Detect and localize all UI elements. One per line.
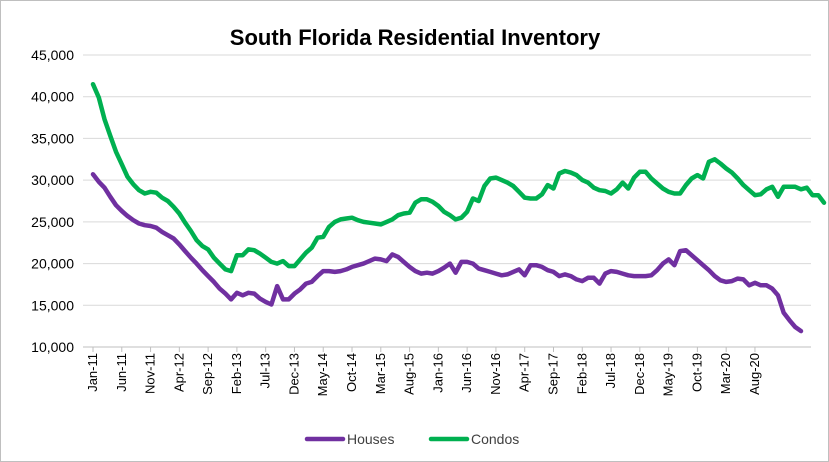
- x-tick-label: Oct-14: [344, 353, 359, 392]
- series-lines: [90, 81, 827, 334]
- y-tick-label: 15,000: [31, 297, 74, 313]
- x-axis: Jan-11 Jun-11 Nov-11 Apr-12 Sep-12 Feb-13 Jul-…: [83, 346, 811, 396]
- legend-label-houses: Houses: [347, 431, 394, 447]
- y-axis: 10,000 15,000 20,000 25,000 30,000 35,000 40,0…: [31, 47, 74, 355]
- x-tick-label: Apr-17: [517, 353, 532, 392]
- gridlines: [83, 54, 811, 348]
- x-tick-label: Dec-18: [632, 353, 647, 395]
- x-tick-label: Jun-16: [459, 353, 474, 393]
- x-tick-label: Jul-18: [603, 353, 618, 388]
- x-tick-label: Nov-11: [143, 353, 158, 394]
- x-tick-label: Sep-17: [545, 353, 560, 395]
- x-tick-label: Feb-13: [229, 353, 244, 394]
- x-tick-label: Jan-16: [430, 353, 445, 393]
- chart-title: South Florida Residential Inventory: [230, 25, 601, 50]
- x-tick-label: May-19: [661, 353, 676, 396]
- y-tick-label: 20,000: [31, 256, 74, 272]
- legend-label-condos: Condos: [471, 431, 519, 447]
- x-tick-label: Mar-20: [718, 353, 733, 394]
- y-tick-label: 45,000: [31, 47, 74, 63]
- x-tick-label: Feb-18: [574, 353, 589, 394]
- y-tick-label: 10,000: [31, 339, 74, 355]
- x-tick-label: Jul-13: [258, 353, 273, 388]
- series-line-houses: [90, 172, 804, 334]
- legend: Houses Condos: [304, 431, 519, 447]
- x-tick-label: Aug-15: [402, 353, 417, 395]
- x-tick-label: Oct-19: [689, 353, 704, 392]
- x-tick-label: Aug-20: [747, 353, 762, 395]
- x-tick-label: Sep-12: [200, 353, 215, 395]
- y-tick-label: 40,000: [31, 89, 74, 105]
- x-tick-label: Nov-16: [488, 353, 503, 395]
- series-line-condos: [90, 81, 827, 274]
- x-tick-label: Apr-12: [171, 353, 186, 392]
- x-tick-label: Dec-13: [286, 353, 301, 395]
- y-tick-label: 35,000: [31, 130, 74, 146]
- y-tick-label: 25,000: [31, 214, 74, 230]
- x-tick-label: May-14: [315, 353, 330, 396]
- x-tick-label: Jan-11: [85, 353, 100, 392]
- y-tick-label: 30,000: [31, 172, 74, 188]
- x-tick-label: Jun-11: [114, 353, 129, 392]
- x-tick-label: Mar-15: [373, 353, 388, 394]
